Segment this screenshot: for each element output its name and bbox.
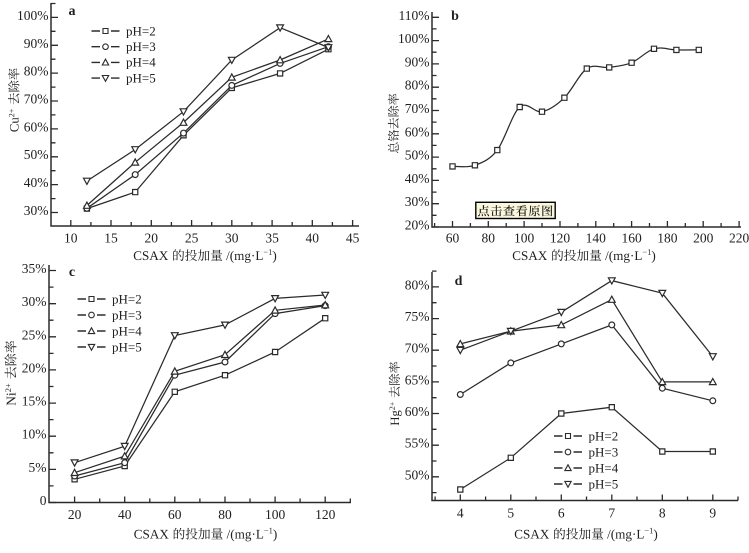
svg-text:20: 20 (68, 507, 82, 522)
svg-text:pH=3: pH=3 (126, 39, 156, 54)
svg-text:15%: 15% (22, 394, 47, 409)
svg-text:60: 60 (446, 231, 460, 246)
svg-text:80%: 80% (405, 78, 430, 93)
svg-text:80: 80 (482, 231, 496, 246)
svg-text:100: 100 (265, 507, 286, 522)
svg-text:70%: 70% (405, 101, 430, 116)
svg-text:45: 45 (346, 231, 360, 246)
svg-text:60%: 60% (405, 404, 430, 419)
svg-text:9: 9 (709, 506, 716, 521)
svg-text:20%: 20% (22, 360, 47, 375)
svg-text:20%: 20% (405, 218, 430, 233)
svg-text:30%: 30% (22, 294, 47, 309)
svg-text:180: 180 (657, 231, 678, 246)
svg-text:80%: 80% (405, 277, 430, 292)
svg-text:50%: 50% (24, 147, 49, 162)
svg-text:40%: 40% (405, 171, 430, 186)
svg-text:6: 6 (558, 506, 565, 521)
svg-text:pH=2: pH=2 (589, 428, 619, 443)
svg-text:110%: 110% (399, 8, 430, 23)
svg-text:c: c (69, 265, 75, 280)
svg-text:pH=5: pH=5 (126, 70, 156, 85)
svg-text:d: d (455, 274, 463, 289)
svg-text:30%: 30% (405, 194, 430, 209)
svg-text:100%: 100% (398, 31, 430, 46)
svg-text:pH=3: pH=3 (112, 307, 142, 322)
svg-text:b: b (451, 9, 459, 24)
svg-text:25%: 25% (22, 327, 47, 342)
svg-text:pH=5: pH=5 (589, 476, 619, 491)
svg-text:40: 40 (306, 231, 320, 246)
svg-text:90%: 90% (24, 36, 49, 51)
svg-text:60%: 60% (405, 124, 430, 139)
svg-text:90%: 90% (405, 54, 430, 69)
svg-text:60%: 60% (24, 119, 49, 134)
svg-text:35%: 35% (22, 261, 47, 276)
svg-text:25: 25 (185, 231, 199, 246)
svg-text:55%: 55% (405, 436, 430, 451)
svg-text:160: 160 (621, 231, 642, 246)
svg-text:pH=5: pH=5 (112, 339, 142, 354)
svg-text:100%: 100% (17, 8, 49, 23)
svg-text:120: 120 (550, 231, 571, 246)
svg-text:5: 5 (507, 506, 514, 521)
svg-text:30%: 30% (24, 203, 49, 218)
svg-text:4: 4 (457, 506, 464, 521)
svg-text:pH=2: pH=2 (126, 23, 156, 38)
svg-text:60: 60 (168, 507, 182, 522)
svg-text:220: 220 (729, 231, 749, 246)
svg-text:70%: 70% (24, 92, 49, 107)
svg-text:80: 80 (218, 507, 232, 522)
svg-text:pH=3: pH=3 (589, 444, 619, 459)
svg-text:50%: 50% (405, 467, 430, 482)
svg-text:10: 10 (64, 231, 78, 246)
svg-text:pH=2: pH=2 (112, 291, 142, 306)
svg-text:pH=4: pH=4 (112, 323, 142, 338)
svg-text:50%: 50% (405, 148, 430, 163)
svg-text:65%: 65% (405, 372, 430, 387)
svg-text:100: 100 (514, 231, 535, 246)
svg-text:20: 20 (145, 231, 159, 246)
svg-text:7: 7 (608, 506, 615, 521)
svg-text:pH=4: pH=4 (589, 460, 619, 475)
svg-text:a: a (69, 4, 76, 19)
svg-text:30: 30 (225, 231, 239, 246)
svg-text:pH=4: pH=4 (126, 55, 156, 70)
svg-text:75%: 75% (405, 309, 430, 324)
svg-text:70%: 70% (405, 341, 430, 356)
svg-text:40: 40 (118, 507, 132, 522)
svg-text:140: 140 (586, 231, 607, 246)
svg-text:200: 200 (693, 231, 714, 246)
svg-text:5%: 5% (29, 460, 47, 475)
svg-text:15: 15 (104, 231, 118, 246)
svg-text:8: 8 (659, 506, 666, 521)
svg-text:80%: 80% (24, 64, 49, 79)
svg-text:10%: 10% (22, 427, 47, 442)
svg-text:35: 35 (265, 231, 279, 246)
svg-text:120: 120 (315, 507, 336, 522)
svg-text:40%: 40% (24, 175, 49, 190)
svg-text:0: 0 (40, 493, 47, 508)
